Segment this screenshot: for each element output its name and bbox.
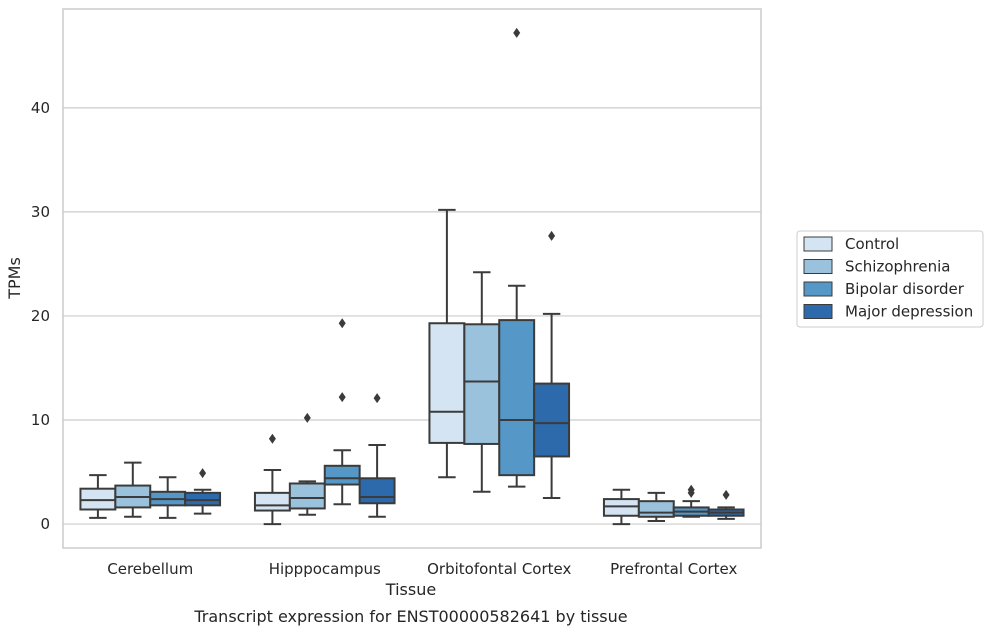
box-3-0 (184, 468, 222, 515)
box-iqr (358, 477, 396, 505)
box-2-3 (672, 484, 710, 518)
box-iqr (637, 500, 675, 518)
box-iqr (288, 482, 326, 510)
box-1-0 (114, 461, 152, 518)
box-3-3 (707, 489, 745, 520)
x-tick-label-0: Cerebellum (107, 560, 193, 578)
series-3 (184, 230, 745, 520)
legend-item-0: Control (803, 235, 899, 253)
y-tick-label-0: 0 (40, 515, 50, 533)
box-series (79, 27, 745, 526)
box-iqr (498, 319, 536, 477)
x-axis-label: Tissue (385, 580, 436, 599)
box-0-2 (428, 208, 466, 479)
box-2-2 (498, 27, 536, 488)
legend-swatch (803, 281, 833, 297)
box-0-1 (253, 433, 291, 526)
outlier-point-0 (548, 230, 556, 241)
outlier-point-0 (373, 393, 381, 404)
legend-label: Major depression (845, 303, 973, 321)
box-iqr (79, 487, 117, 511)
outlier-point-0 (199, 468, 207, 479)
y-tick-label-40: 40 (31, 99, 50, 117)
outlier-point-1 (687, 484, 695, 495)
box-1-3 (637, 491, 675, 522)
legend-frame (796, 230, 984, 328)
gridlines (63, 107, 761, 525)
series-2 (149, 27, 710, 519)
legend-item-2: Bipolar disorder (803, 280, 965, 298)
box-iqr (184, 491, 222, 507)
legend-label: Control (845, 235, 899, 253)
box-3-2 (533, 230, 571, 500)
outlier-point-0 (268, 433, 276, 444)
legend: Control Schizophrenia Bipolar disorder Majo… (796, 230, 984, 328)
x-tick-label-1: Hipppocampus (269, 560, 381, 578)
x-tick-label-2: Orbitofontal Cortex (427, 560, 571, 578)
box-iqr (428, 322, 466, 444)
box-iqr (323, 464, 361, 486)
y-tick-label-30: 30 (31, 203, 50, 221)
outlier-point-1 (338, 318, 346, 329)
x-tick-labels: Cerebellum Hipppocampus Orbitofontal Corte… (107, 560, 737, 578)
box-2-1 (323, 318, 361, 506)
chart-caption: Transcript expression for ENST0000058264… (193, 607, 627, 626)
box-iqr (253, 491, 291, 512)
legend-swatch (803, 304, 833, 319)
legend-label: Bipolar disorder (845, 280, 965, 298)
outlier-point-0 (303, 412, 311, 423)
y-tick-labels: 0 10 20 30 40 (31, 99, 50, 533)
plot-area-frame (62, 8, 762, 549)
outlier-point-0 (338, 392, 346, 403)
legend-item-1: Schizophrenia (803, 258, 950, 276)
box-3-1 (358, 393, 396, 518)
box-0-0 (79, 474, 117, 519)
outlier-point-0 (722, 489, 730, 500)
box-iqr (602, 498, 640, 517)
box-iqr (533, 382, 571, 458)
legend-swatch (803, 259, 833, 274)
legend-label: Schizophrenia (845, 258, 950, 276)
y-axis-label: TPMs (5, 257, 24, 300)
outlier-point-0 (513, 27, 521, 38)
legend-item-3: Major depression (803, 303, 973, 321)
box-1-2 (463, 271, 501, 493)
y-tick-label-20: 20 (31, 307, 50, 325)
y-tick-label-10: 10 (31, 411, 50, 429)
box-1-1 (288, 412, 326, 516)
box-2-0 (149, 476, 187, 519)
x-tick-label-3: Prefrontal Cortex (610, 560, 737, 578)
box-0-3 (602, 488, 640, 526)
legend-swatch (803, 236, 833, 252)
box-iqr (463, 323, 501, 445)
